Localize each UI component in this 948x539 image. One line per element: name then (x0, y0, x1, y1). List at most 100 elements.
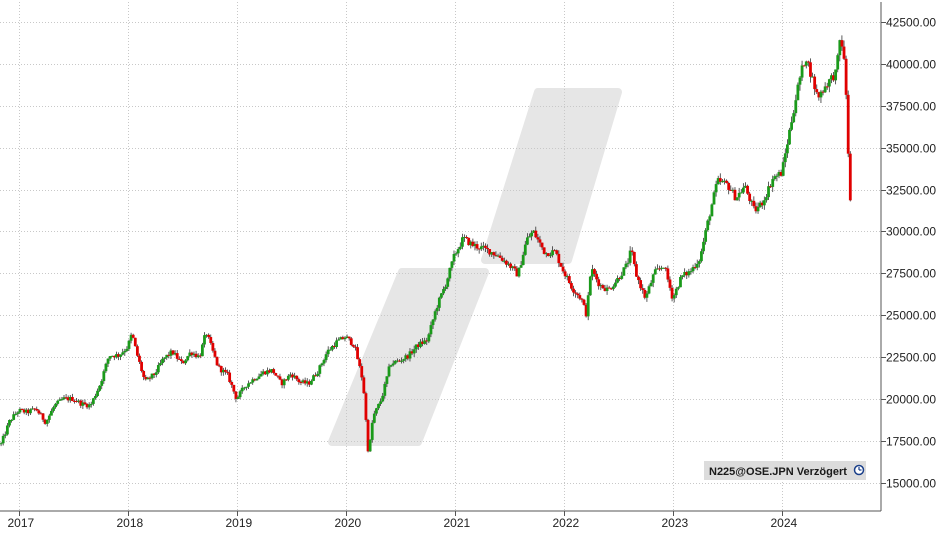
candle-up (775, 175, 779, 177)
candle-down (43, 419, 47, 424)
candle-up (106, 358, 110, 364)
candle-down (232, 384, 236, 392)
candle-up (777, 172, 781, 176)
candle-down (297, 379, 301, 383)
candle-down (603, 288, 607, 291)
candle-down (574, 292, 578, 294)
candle-down (821, 91, 825, 93)
candle-up (81, 402, 85, 406)
candle-up (161, 358, 164, 364)
candle-up (798, 77, 802, 85)
candle-up (463, 236, 466, 238)
candle-up (121, 352, 125, 355)
candle-up (674, 288, 678, 296)
candle-down (263, 371, 267, 375)
candle-down (83, 402, 87, 404)
candle-up (653, 269, 657, 275)
candle-up (236, 397, 240, 399)
candle-up (681, 275, 684, 277)
candle-up (247, 383, 250, 387)
candle-up (29, 409, 32, 414)
candle-down (578, 295, 582, 299)
candle-up (838, 40, 842, 56)
candle-up (794, 100, 798, 114)
candle-up (184, 360, 188, 364)
candle-down (555, 250, 559, 254)
candle-down (364, 393, 368, 420)
candle-down (64, 397, 68, 399)
candle-down (112, 355, 116, 358)
candle-down (303, 380, 307, 384)
candle-down (276, 375, 280, 377)
candle-up (530, 232, 533, 237)
candle-down (576, 293, 580, 296)
candle-up (119, 354, 123, 357)
candle-down (643, 289, 647, 298)
candle-up (257, 376, 261, 379)
candle-down (637, 276, 640, 281)
candle-up (240, 387, 244, 392)
candle-down (693, 267, 697, 269)
candle-up (345, 336, 349, 338)
candle-down (729, 189, 733, 191)
candle-up (767, 186, 770, 198)
candle-down (37, 410, 41, 414)
candle-up (706, 220, 710, 231)
candle-down (817, 92, 821, 98)
candle-down (809, 62, 812, 77)
watermark-logo (328, 88, 622, 446)
candle-down (609, 288, 613, 290)
candle-up (502, 260, 506, 262)
y-tick-label: 17500.00 (886, 435, 936, 449)
candle-up (519, 265, 523, 268)
candle-down (540, 242, 544, 248)
candle-up (588, 276, 592, 296)
candle-down (802, 65, 806, 67)
source-badge: N225@OSE.JPN Verzögert (704, 461, 866, 480)
candle-up (0, 443, 3, 445)
candle-up (442, 289, 445, 294)
candle-up (89, 403, 93, 405)
candle-down (207, 334, 211, 338)
candle-down (314, 375, 318, 377)
candle-up (312, 375, 315, 381)
candle-up (620, 275, 624, 279)
candle-down (20, 408, 24, 410)
candle-down (846, 94, 850, 154)
candle-down (180, 359, 183, 362)
candle-up (203, 335, 206, 345)
candle-up (286, 375, 290, 380)
candle-down (567, 276, 571, 284)
candle-down (467, 237, 471, 246)
candle-up (337, 339, 341, 341)
candle-down (534, 230, 538, 238)
candle-up (238, 391, 242, 398)
candle-down (194, 353, 198, 358)
candle-up (444, 286, 448, 290)
candle-up (528, 236, 531, 238)
candle-up (1, 435, 5, 444)
candle-up (123, 350, 127, 353)
candle-down (498, 255, 502, 258)
candle-up (741, 187, 745, 193)
candle-down (351, 344, 355, 347)
candle-down (639, 280, 643, 289)
candle-up (683, 272, 687, 276)
candle-up (523, 244, 527, 255)
candle-up (60, 399, 64, 401)
candle-up (169, 350, 173, 356)
candle-down (230, 381, 234, 385)
candle-up (704, 230, 708, 242)
candle-up (423, 340, 427, 344)
candle-down (131, 334, 135, 338)
candle-up (624, 263, 628, 268)
candle-down (557, 253, 561, 264)
candle-up (785, 144, 789, 154)
candle-down (553, 250, 557, 252)
y-tick-label: 30000.00 (886, 225, 936, 239)
candle-down (546, 253, 550, 257)
candle-up (702, 241, 705, 252)
candle-down (133, 337, 137, 347)
candle-down (632, 251, 636, 265)
candle-up (322, 360, 326, 364)
